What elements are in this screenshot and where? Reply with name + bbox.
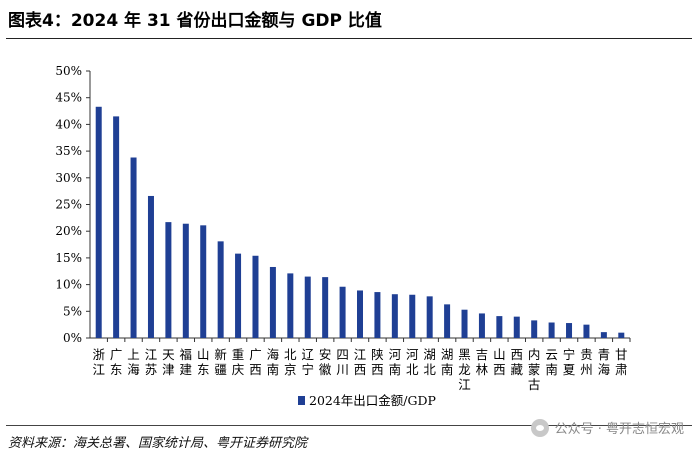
bar [182, 223, 189, 338]
bar-chart: 0% 5% 10% 15% 20% 25% 30% 35% 40% 45% 50% 浙江广东上海江苏… [55, 64, 631, 408]
bar [444, 304, 451, 338]
bar [287, 273, 294, 338]
bar [548, 322, 555, 338]
bar [357, 290, 363, 338]
x-tick-label: 辽宁 [301, 347, 314, 377]
bar [217, 241, 224, 338]
bar [322, 277, 329, 338]
x-tick-label: 河南 [389, 347, 402, 377]
bar [513, 316, 520, 338]
wechat-icon [530, 418, 549, 437]
x-tick-label: 江西 [354, 347, 367, 377]
bar [496, 316, 503, 338]
bar [374, 292, 381, 338]
x-tick-label: 内蒙古 [528, 347, 541, 392]
title-divider [6, 38, 692, 39]
y-tick-label: 30% [55, 171, 82, 185]
x-tick-label: 重庆 [232, 347, 245, 377]
x-tick-label: 新疆 [214, 347, 227, 377]
x-tick-label: 上海 [127, 347, 140, 377]
y-tick-label: 5% [63, 304, 82, 318]
y-tick-label: 45% [55, 91, 82, 105]
footer-divider [6, 425, 692, 426]
bar [200, 225, 207, 338]
watermark: 公众号 · 粤开志恒宏观 [530, 418, 684, 437]
bar [478, 313, 485, 338]
y-tick-label: 0% [63, 331, 82, 345]
x-tick-label: 山东 [197, 347, 210, 377]
x-tick-label: 安徽 [319, 347, 332, 377]
x-tick-label: 北京 [284, 347, 297, 377]
x-tick-label: 山西 [493, 347, 506, 377]
x-tick-label: 海南 [267, 347, 280, 377]
bar [426, 296, 433, 338]
bar [252, 255, 259, 338]
bar [531, 320, 538, 338]
bar [339, 286, 346, 338]
chart-title: 图表4：2024 年 31 省份出口金额与 GDP 比值 [8, 11, 382, 31]
y-tick-label: 50% [55, 64, 82, 78]
bar [235, 253, 242, 338]
bar [461, 309, 468, 338]
legend-label: 2024年出口金额/GDP [309, 393, 436, 408]
bar [147, 195, 154, 338]
x-tick-label: 青海 [598, 347, 611, 377]
x-tick-label: 广东 [110, 347, 123, 377]
x-tick-label: 广西 [249, 347, 262, 377]
y-tick-label: 10% [55, 278, 82, 292]
x-tick-label: 四川 [336, 347, 349, 377]
x-tick-label: 江苏 [145, 347, 158, 377]
x-tick-label: 河北 [406, 347, 419, 377]
legend-swatch [298, 396, 305, 405]
y-tick-label: 25% [55, 198, 82, 212]
bar [600, 332, 607, 338]
x-tick-label: 陕西 [371, 347, 384, 377]
bar [113, 116, 120, 338]
bar [269, 266, 276, 338]
x-tick-label: 甘肃 [615, 347, 628, 377]
bar [409, 294, 416, 338]
bar [165, 222, 172, 338]
bar-series [95, 106, 625, 338]
x-tick-label: 吉林 [476, 347, 489, 377]
bar [130, 157, 137, 338]
bar [583, 324, 590, 338]
source-note: 资料来源：海关总署、国家统计局、粤开证券研究院 [8, 436, 308, 451]
x-tick-label: 福建 [180, 347, 193, 377]
x-axis-labels: 浙江广东上海江苏天津福建山东新疆重庆广西海南北京辽宁安徽四川江西陕西河南河北湖北… [92, 338, 631, 392]
x-tick-label: 湖北 [423, 347, 436, 377]
x-tick-label: 湖南 [441, 347, 454, 377]
x-tick-label: 黑龙江 [458, 347, 471, 392]
y-axis: 0% 5% 10% 15% 20% 25% 30% 35% 40% 45% 50% [55, 64, 630, 345]
x-tick-label: 贵州 [580, 347, 593, 377]
x-tick-label: 西藏 [511, 347, 524, 377]
y-tick-label: 35% [55, 144, 82, 158]
y-tick-label: 15% [55, 251, 82, 265]
x-tick-label: 宁夏 [563, 347, 576, 377]
x-tick-label: 天津 [162, 347, 175, 377]
bar [304, 276, 311, 338]
y-tick-label: 40% [55, 117, 82, 131]
bar [391, 294, 398, 338]
watermark-text: 公众号 · 粤开志恒宏观 [554, 422, 684, 437]
bar [618, 332, 625, 338]
x-tick-label: 云南 [545, 347, 558, 377]
bar [95, 106, 102, 338]
legend: 2024年出口金额/GDP [298, 393, 436, 408]
y-tick-label: 20% [55, 224, 82, 238]
bar [566, 323, 573, 338]
x-tick-label: 浙江 [92, 347, 105, 377]
